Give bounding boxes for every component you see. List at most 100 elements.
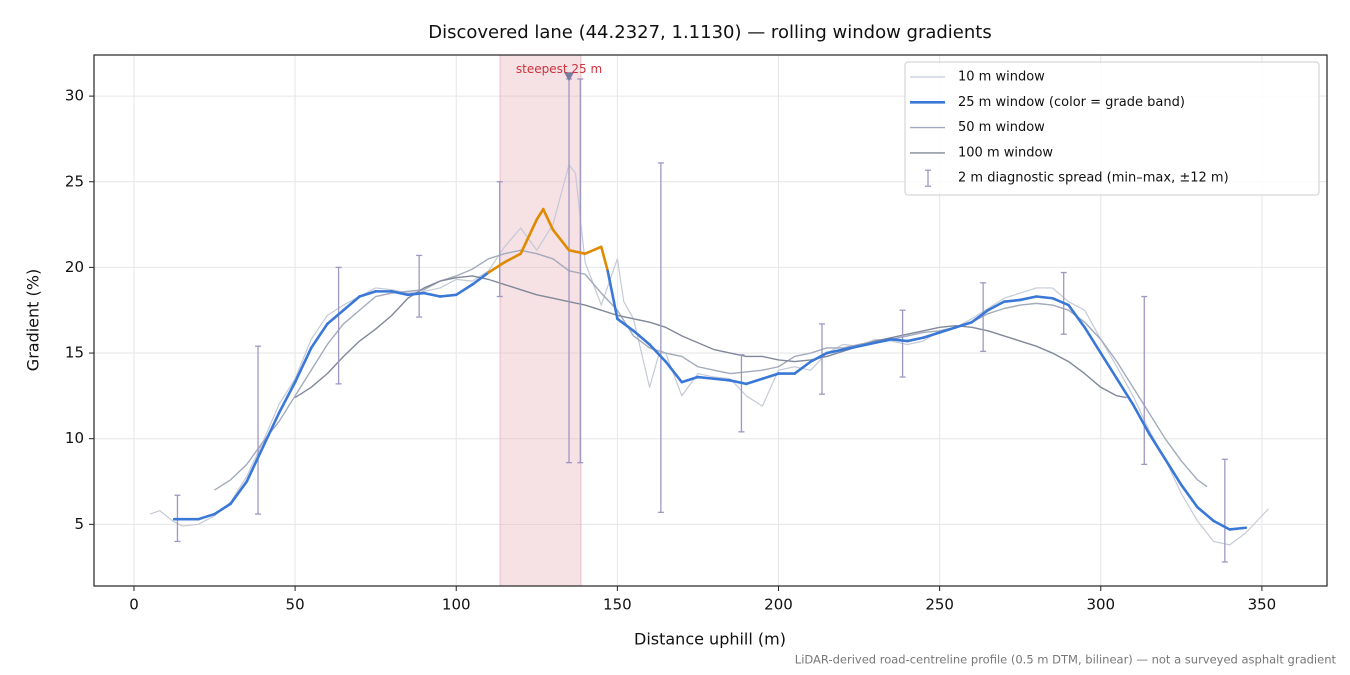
line-segment — [277, 380, 297, 415]
line-segment — [664, 360, 684, 384]
line-segment — [922, 331, 941, 339]
line-segment — [213, 502, 232, 516]
error-bar — [899, 309, 906, 378]
series-line — [149, 164, 1269, 546]
steepest-marker — [564, 72, 575, 82]
x-tick-label: 50 — [286, 596, 305, 614]
series-line — [214, 249, 1208, 491]
line-segment — [873, 338, 893, 345]
line-segment — [761, 372, 780, 381]
line-segment — [1163, 457, 1183, 487]
error-bar — [335, 266, 342, 385]
error-bar — [1221, 458, 1228, 563]
x-tick-label: 200 — [764, 596, 793, 614]
line-segment — [1083, 326, 1103, 355]
x-tick-label: 350 — [1248, 596, 1277, 614]
line-segment — [535, 207, 545, 221]
line-segment — [793, 360, 813, 375]
line-segment — [986, 300, 1006, 312]
line-segment — [309, 322, 329, 350]
series-line — [294, 275, 1127, 399]
line-segment — [809, 351, 829, 363]
line-segment — [1051, 296, 1070, 307]
line-segment — [954, 320, 974, 329]
line-segment — [197, 512, 216, 521]
line-segment — [326, 308, 345, 326]
line-segment — [1131, 403, 1151, 435]
line-segment — [599, 245, 609, 273]
line-segment — [438, 293, 458, 298]
line-segment — [390, 290, 410, 297]
x-tick-label: 250 — [925, 596, 954, 614]
line-segment — [889, 338, 909, 343]
x-axis-label: Distance uphill (m) — [634, 630, 786, 649]
error-bar — [819, 323, 826, 395]
legend-label: 10 m window — [958, 70, 1045, 85]
y-tick-label: 20 — [65, 258, 84, 276]
y-tick-label: 5 — [74, 515, 84, 533]
line-segment — [503, 252, 522, 264]
line-segment — [1147, 432, 1167, 461]
error-bar — [1141, 295, 1148, 466]
line-segment — [632, 329, 651, 346]
line-segment — [567, 248, 587, 255]
line-segment — [487, 260, 506, 274]
line-segment — [261, 411, 281, 449]
line-segment — [1196, 505, 1215, 523]
line-segment — [680, 375, 700, 384]
x-tick-label: 100 — [442, 596, 471, 614]
error-bar — [496, 181, 503, 298]
line-segment — [293, 346, 313, 384]
legend-label: 25 m window (color = grade band) — [958, 95, 1185, 110]
line-segment — [970, 308, 990, 324]
line-segment — [696, 375, 716, 381]
x-tick-label: 0 — [129, 596, 139, 614]
line-segment — [857, 341, 877, 348]
y-tick-label: 30 — [65, 87, 84, 105]
line-segment — [358, 290, 377, 298]
line-segment — [744, 377, 764, 386]
line-segment — [712, 377, 732, 382]
line-segment — [906, 336, 925, 343]
legend: 10 m window 25 m window (color = grade ba… — [904, 61, 1320, 196]
legend-swatch — [925, 169, 931, 187]
line-segment — [245, 445, 265, 483]
line-segment — [406, 291, 426, 297]
plot-frame — [93, 54, 1328, 587]
highlight-band — [499, 54, 582, 587]
line-segment — [1115, 377, 1135, 406]
line-segment — [1099, 351, 1119, 381]
line-segment — [229, 480, 249, 506]
legend-box — [904, 61, 1320, 196]
error-bar — [577, 78, 584, 464]
line-segment — [583, 245, 603, 255]
line-segment — [1228, 526, 1248, 531]
line-segment — [422, 291, 442, 298]
y-axis-label: Gradient (%) — [24, 269, 43, 371]
line-segment — [606, 269, 619, 321]
line-segment — [648, 343, 668, 363]
line-segment — [342, 295, 361, 312]
chart-title: Discovered lane (44.2327, 1.1130) — roll… — [428, 22, 991, 43]
line-segment — [1018, 295, 1038, 302]
x-tick-label: 150 — [603, 596, 632, 614]
line-segment — [471, 271, 490, 286]
y-tick-label: 15 — [65, 344, 84, 362]
line-segment — [728, 379, 748, 386]
annotation-label: steepest 25 m — [516, 62, 602, 76]
line-segment — [938, 326, 958, 334]
legend-label: 50 m window — [958, 120, 1045, 135]
line-segment — [1212, 519, 1231, 531]
legend-label: 2 m diagnostic spread (min–max, ±12 m) — [958, 171, 1229, 186]
error-bar — [657, 162, 664, 513]
legend-label: 100 m window — [958, 145, 1053, 160]
line-segment — [1067, 303, 1086, 329]
line-segment — [541, 207, 555, 232]
line-segment — [616, 317, 635, 333]
error-bar — [980, 282, 987, 352]
line-segment — [1180, 483, 1199, 509]
line-segment — [454, 283, 474, 297]
x-tick-label: 300 — [1086, 596, 1115, 614]
y-tick-label: 25 — [65, 172, 84, 190]
